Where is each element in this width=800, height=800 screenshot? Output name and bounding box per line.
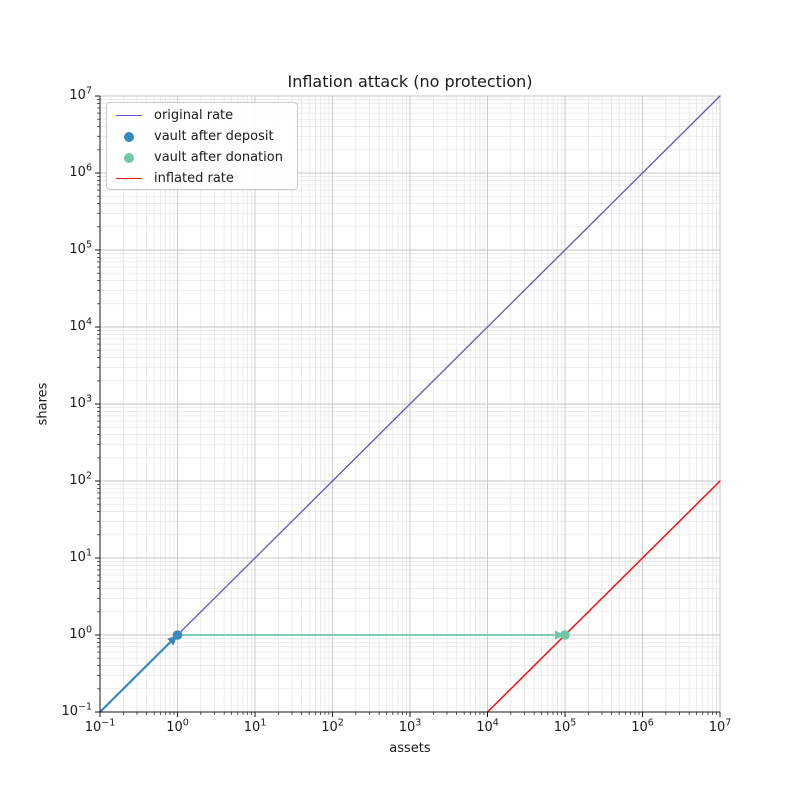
series-original-rate <box>99 95 721 713</box>
legend-item-label: vault after donation <box>154 150 283 165</box>
x-tick-label: 106 <box>631 717 654 735</box>
donation-arrow <box>177 630 565 640</box>
legend-dot-icon <box>116 152 142 163</box>
legend-line-icon <box>116 178 142 179</box>
legend-line-sample <box>116 178 142 179</box>
legend-item-label: inflated rate <box>154 171 234 186</box>
legend-item-original-rate: original rate <box>116 105 291 126</box>
x-tick-label: 102 <box>321 717 344 735</box>
vault-after-deposit-point <box>172 630 183 640</box>
x-tick-label: 10−1 <box>84 717 116 735</box>
y-tick-label: 104 <box>69 316 92 334</box>
legend-line-sample <box>116 115 142 116</box>
x-tick-label: 101 <box>243 717 267 735</box>
y-tick-label: 10−1 <box>61 701 92 719</box>
y-tick-label: 107 <box>69 85 92 103</box>
x-tick-label: 104 <box>476 717 499 735</box>
y-tick-label: 103 <box>69 393 92 411</box>
tick-marks <box>95 95 721 717</box>
y-tick-label: 105 <box>69 239 92 257</box>
legend-line-icon <box>116 115 142 116</box>
legend-dot-sample <box>124 131 134 142</box>
x-tick-label: 103 <box>398 717 422 735</box>
deposit-arrow <box>99 635 178 713</box>
legend-dot-icon <box>116 131 142 142</box>
legend: original rate vault after deposit vault af… <box>106 102 298 190</box>
legend-item-inflated-rate: inflated rate <box>116 168 291 189</box>
vault-after-donation-point <box>560 630 570 640</box>
legend-item-vault-after-deposit: vault after deposit <box>116 126 291 147</box>
legend-item-label: vault after deposit <box>154 129 274 144</box>
y-tick-label: 102 <box>69 470 92 488</box>
series-vault-after-deposit <box>172 630 183 640</box>
legend-item-label: original rate <box>154 108 234 123</box>
y-tick-label: 101 <box>69 547 92 565</box>
legend-dot-sample <box>124 152 134 163</box>
series-vault-after-donation <box>560 630 570 640</box>
x-tick-label: 105 <box>553 717 577 735</box>
y-tick-label: 106 <box>69 162 92 180</box>
x-tick-label: 107 <box>708 717 732 735</box>
y-tick-label: 100 <box>69 624 92 642</box>
x-axis-label: assets <box>389 741 431 756</box>
x-tick-label: 100 <box>166 717 189 735</box>
grid-major <box>99 95 721 713</box>
chart-title: Inflation attack (no protection) <box>287 72 533 91</box>
y-axis-label: shares <box>35 382 51 426</box>
series-inflated-rate <box>486 480 721 713</box>
legend-item-vault-after-donation: vault after donation <box>116 147 291 168</box>
